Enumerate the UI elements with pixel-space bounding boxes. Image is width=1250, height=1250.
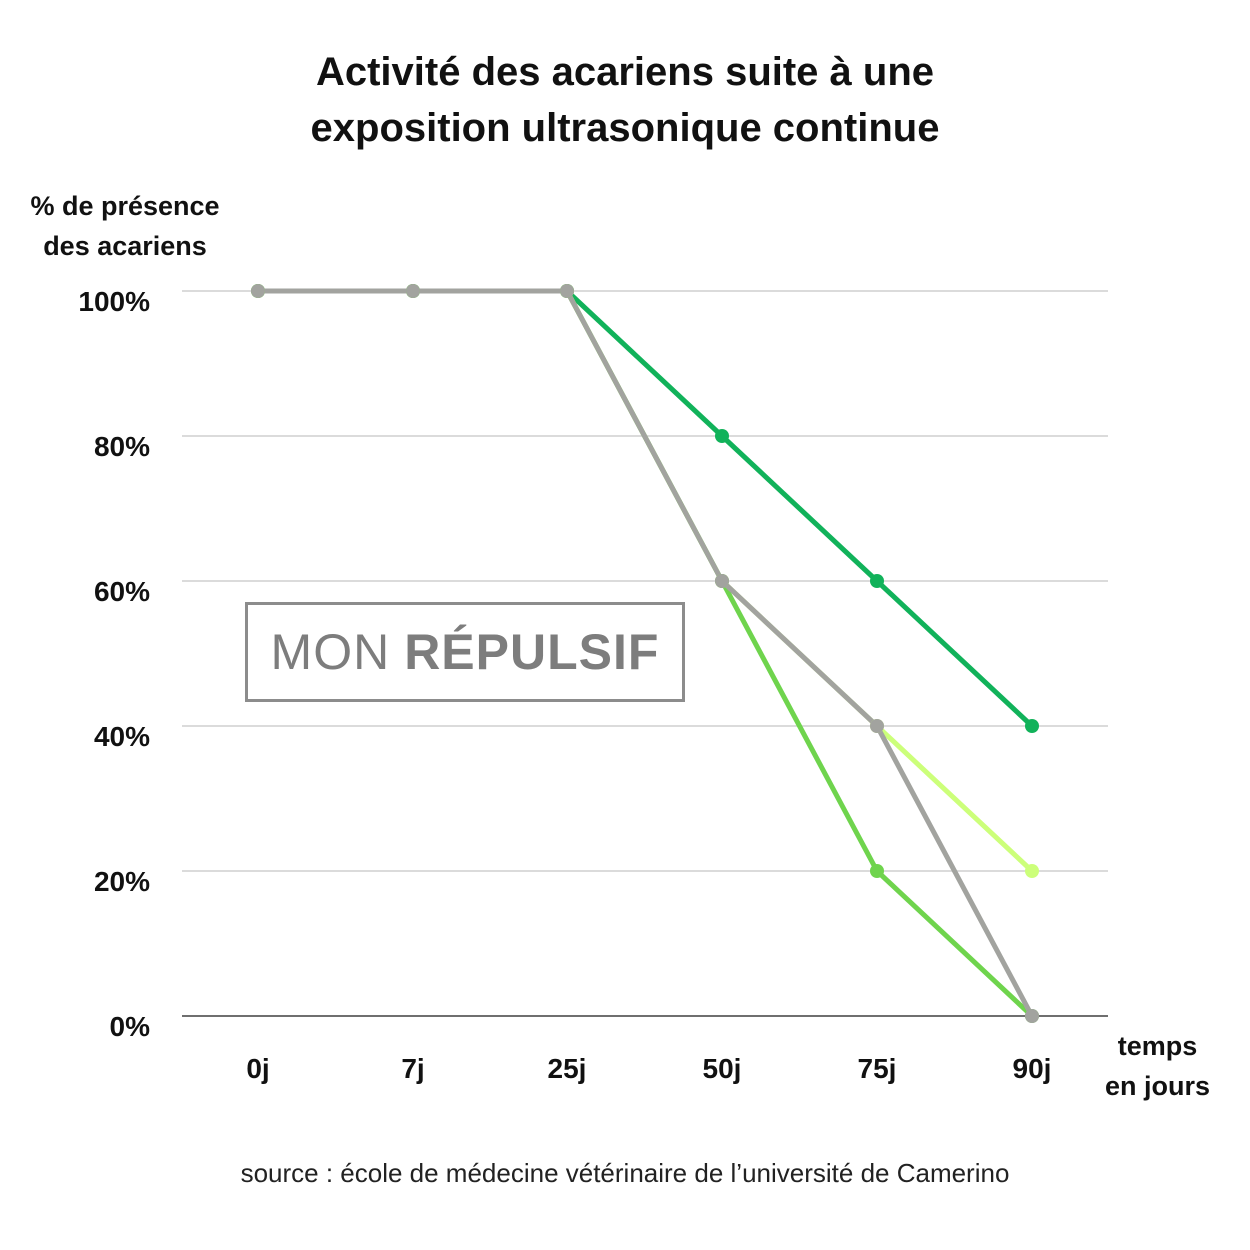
brand-logo-bold-text: RÉPULSIF: [404, 624, 660, 680]
y-axis-label-line-2: des acariens: [43, 231, 207, 261]
brand-logo: MON RÉPULSIF: [245, 602, 685, 702]
x-axis-label: temps en jours: [1090, 1026, 1225, 1106]
series-4-point: [251, 284, 265, 298]
x-tick-label: 7j: [401, 1053, 424, 1084]
x-tick-label: 90j: [1013, 1053, 1052, 1084]
series-4-point: [1025, 1009, 1039, 1023]
series-4-point: [715, 574, 729, 588]
x-axis-label-line-1: temps: [1117, 1031, 1198, 1061]
series-4-point: [406, 284, 420, 298]
y-tick-label: 60%: [94, 576, 150, 607]
x-tick-label: 75j: [858, 1053, 897, 1084]
y-axis-label: % de présence des acariens: [20, 186, 230, 266]
source-note: source : école de médecine vétérinaire d…: [240, 1158, 1010, 1188]
series-line-4: [255, 288, 1035, 1019]
x-tick-label: 50j: [703, 1053, 742, 1084]
brand-logo-light-text: MON: [270, 624, 391, 680]
series-2-point: [1025, 864, 1039, 878]
y-tick-label: 100%: [78, 286, 150, 317]
y-axis-label-line-1: % de présence: [30, 191, 220, 221]
y-tick-label: 40%: [94, 721, 150, 752]
x-tick-label: 25j: [548, 1053, 587, 1084]
y-tick-label: 80%: [94, 431, 150, 462]
chart-title: Activité des acariens suite à une exposi…: [0, 44, 1250, 156]
series-4-point: [560, 284, 574, 298]
x-axis-label-line-2: en jours: [1104, 1071, 1211, 1101]
series-3-point: [870, 864, 884, 878]
chart-title-line-2: exposition ultrasonique continue: [310, 106, 940, 150]
series-1-point: [715, 429, 729, 443]
series-1-point: [1025, 719, 1039, 733]
y-tick-label: 20%: [94, 866, 150, 897]
series-1-point: [870, 574, 884, 588]
x-tick-label: 0j: [246, 1053, 269, 1084]
series-4-point: [870, 719, 884, 733]
y-tick-label: 0%: [110, 1011, 151, 1042]
chart-title-line-1: Activité des acariens suite à une: [315, 50, 935, 94]
